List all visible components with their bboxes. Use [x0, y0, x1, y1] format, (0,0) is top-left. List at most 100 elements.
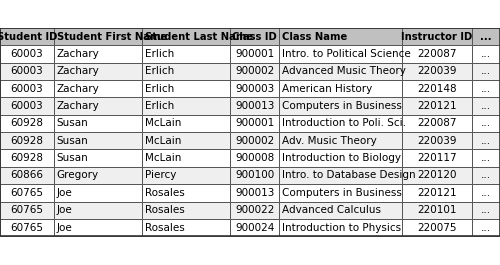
Bar [142, 28, 231, 45]
Bar [54, 115, 142, 132]
Bar [54, 201, 142, 219]
Bar [402, 219, 471, 236]
Text: ...: ... [480, 32, 492, 42]
Text: Class Name: Class Name [282, 32, 348, 42]
Text: ...: ... [480, 153, 491, 163]
Text: Gregory: Gregory [57, 170, 99, 180]
Bar [0, 98, 54, 115]
Bar [142, 219, 231, 236]
Text: 900024: 900024 [235, 223, 275, 232]
Text: Susan: Susan [57, 118, 88, 129]
Text: ...: ... [480, 170, 491, 180]
Text: ...: ... [480, 223, 491, 232]
Text: 60003: 60003 [10, 84, 43, 94]
Text: ...: ... [480, 66, 491, 76]
Bar [402, 132, 471, 149]
Text: 60928: 60928 [10, 153, 43, 163]
Text: Instructor ID: Instructor ID [402, 32, 472, 42]
Text: 900002: 900002 [235, 66, 275, 76]
Text: ...: ... [480, 205, 491, 215]
Bar [0, 115, 54, 132]
Bar [472, 184, 500, 201]
Bar [402, 45, 471, 63]
Bar [0, 201, 54, 219]
Text: 60866: 60866 [10, 170, 43, 180]
Bar [142, 201, 231, 219]
Bar [142, 184, 231, 201]
Bar [402, 98, 471, 115]
Bar [472, 80, 500, 98]
Bar [279, 63, 402, 80]
Bar [279, 98, 402, 115]
Text: 60765: 60765 [10, 188, 43, 198]
Text: 220117: 220117 [417, 153, 457, 163]
Text: ...: ... [480, 84, 491, 94]
Text: Student First Name: Student First Name [57, 32, 167, 42]
Text: Erlich: Erlich [145, 84, 174, 94]
Bar [279, 45, 402, 63]
Text: ...: ... [480, 49, 491, 59]
Text: Advanced Calculus: Advanced Calculus [282, 205, 382, 215]
Text: 220039: 220039 [417, 136, 457, 146]
Text: Susan: Susan [57, 153, 88, 163]
Text: ...: ... [480, 188, 491, 198]
Bar [402, 167, 471, 184]
Text: Introduction to Poli. Sci.: Introduction to Poli. Sci. [282, 118, 406, 129]
Text: Zachary: Zachary [57, 66, 100, 76]
Text: 900002: 900002 [235, 136, 275, 146]
Bar [0, 132, 54, 149]
Text: ...: ... [480, 118, 491, 129]
Bar [0, 63, 54, 80]
Text: 60928: 60928 [10, 136, 43, 146]
Text: Advanced Music Theory: Advanced Music Theory [282, 66, 406, 76]
Text: Erlich: Erlich [145, 101, 174, 111]
Bar [230, 115, 279, 132]
Text: Zachary: Zachary [57, 101, 100, 111]
Text: Rosales: Rosales [145, 188, 185, 198]
Bar [279, 115, 402, 132]
Text: Computers in Business: Computers in Business [282, 188, 402, 198]
Text: 900001: 900001 [235, 49, 275, 59]
Text: ...: ... [480, 136, 491, 146]
Text: 60928: 60928 [10, 118, 43, 129]
Bar [0, 28, 54, 45]
Bar [472, 115, 500, 132]
Bar [0, 219, 54, 236]
Text: Joe: Joe [57, 188, 72, 198]
Bar [142, 63, 231, 80]
Bar [142, 45, 231, 63]
Text: McLain: McLain [145, 118, 182, 129]
Bar [230, 132, 279, 149]
Bar [54, 28, 142, 45]
Text: 900001: 900001 [235, 118, 275, 129]
Text: Erlich: Erlich [145, 49, 174, 59]
Bar [230, 98, 279, 115]
Text: Class ID: Class ID [232, 32, 277, 42]
Text: Rosales: Rosales [145, 205, 185, 215]
Text: 220075: 220075 [417, 223, 457, 232]
Bar [472, 45, 500, 63]
Text: 900008: 900008 [235, 153, 275, 163]
Bar [230, 28, 279, 45]
Text: 60003: 60003 [10, 101, 43, 111]
Bar [472, 149, 500, 167]
Text: 60765: 60765 [10, 223, 43, 232]
Text: 220087: 220087 [417, 49, 457, 59]
Text: Student ID: Student ID [0, 32, 57, 42]
Text: 220101: 220101 [417, 205, 457, 215]
Bar [0, 45, 54, 63]
Bar [472, 167, 500, 184]
Bar [54, 45, 142, 63]
Text: 60003: 60003 [10, 49, 43, 59]
Text: Joe: Joe [57, 223, 72, 232]
Text: 220121: 220121 [417, 188, 457, 198]
Bar [142, 132, 231, 149]
Bar [472, 201, 500, 219]
Text: Joe: Joe [57, 205, 72, 215]
Bar [54, 219, 142, 236]
Text: Piercy: Piercy [145, 170, 176, 180]
Text: 220121: 220121 [417, 101, 457, 111]
Bar [142, 98, 231, 115]
Text: 220148: 220148 [417, 84, 457, 94]
Bar [402, 201, 471, 219]
